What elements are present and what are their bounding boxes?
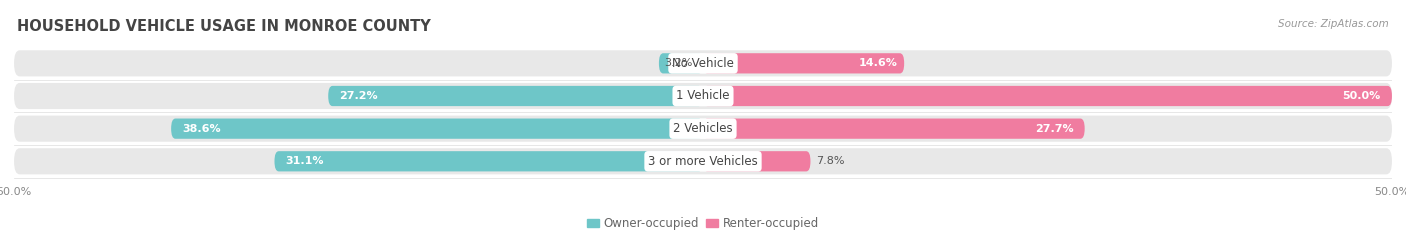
Text: 14.6%: 14.6%: [859, 58, 897, 68]
FancyBboxPatch shape: [328, 86, 703, 106]
Text: 3 or more Vehicles: 3 or more Vehicles: [648, 155, 758, 168]
Text: No Vehicle: No Vehicle: [672, 57, 734, 70]
FancyBboxPatch shape: [14, 50, 1392, 77]
Text: 50.0%: 50.0%: [1343, 91, 1381, 101]
Text: HOUSEHOLD VEHICLE USAGE IN MONROE COUNTY: HOUSEHOLD VEHICLE USAGE IN MONROE COUNTY: [17, 19, 430, 34]
Text: 3.2%: 3.2%: [665, 58, 693, 68]
Text: 31.1%: 31.1%: [285, 156, 323, 166]
Text: 7.8%: 7.8%: [815, 156, 845, 166]
FancyBboxPatch shape: [14, 83, 1392, 109]
FancyBboxPatch shape: [659, 53, 703, 73]
Text: 38.6%: 38.6%: [183, 124, 221, 134]
Legend: Owner-occupied, Renter-occupied: Owner-occupied, Renter-occupied: [588, 217, 818, 230]
FancyBboxPatch shape: [14, 116, 1392, 142]
FancyBboxPatch shape: [703, 53, 904, 73]
Text: 27.2%: 27.2%: [339, 91, 378, 101]
FancyBboxPatch shape: [172, 119, 703, 139]
Text: 1 Vehicle: 1 Vehicle: [676, 89, 730, 102]
FancyBboxPatch shape: [274, 151, 703, 172]
FancyBboxPatch shape: [703, 119, 1084, 139]
Text: Source: ZipAtlas.com: Source: ZipAtlas.com: [1278, 19, 1389, 29]
Text: 27.7%: 27.7%: [1035, 124, 1074, 134]
Text: 2 Vehicles: 2 Vehicles: [673, 122, 733, 135]
FancyBboxPatch shape: [14, 148, 1392, 174]
FancyBboxPatch shape: [703, 86, 1392, 106]
FancyBboxPatch shape: [703, 151, 810, 172]
